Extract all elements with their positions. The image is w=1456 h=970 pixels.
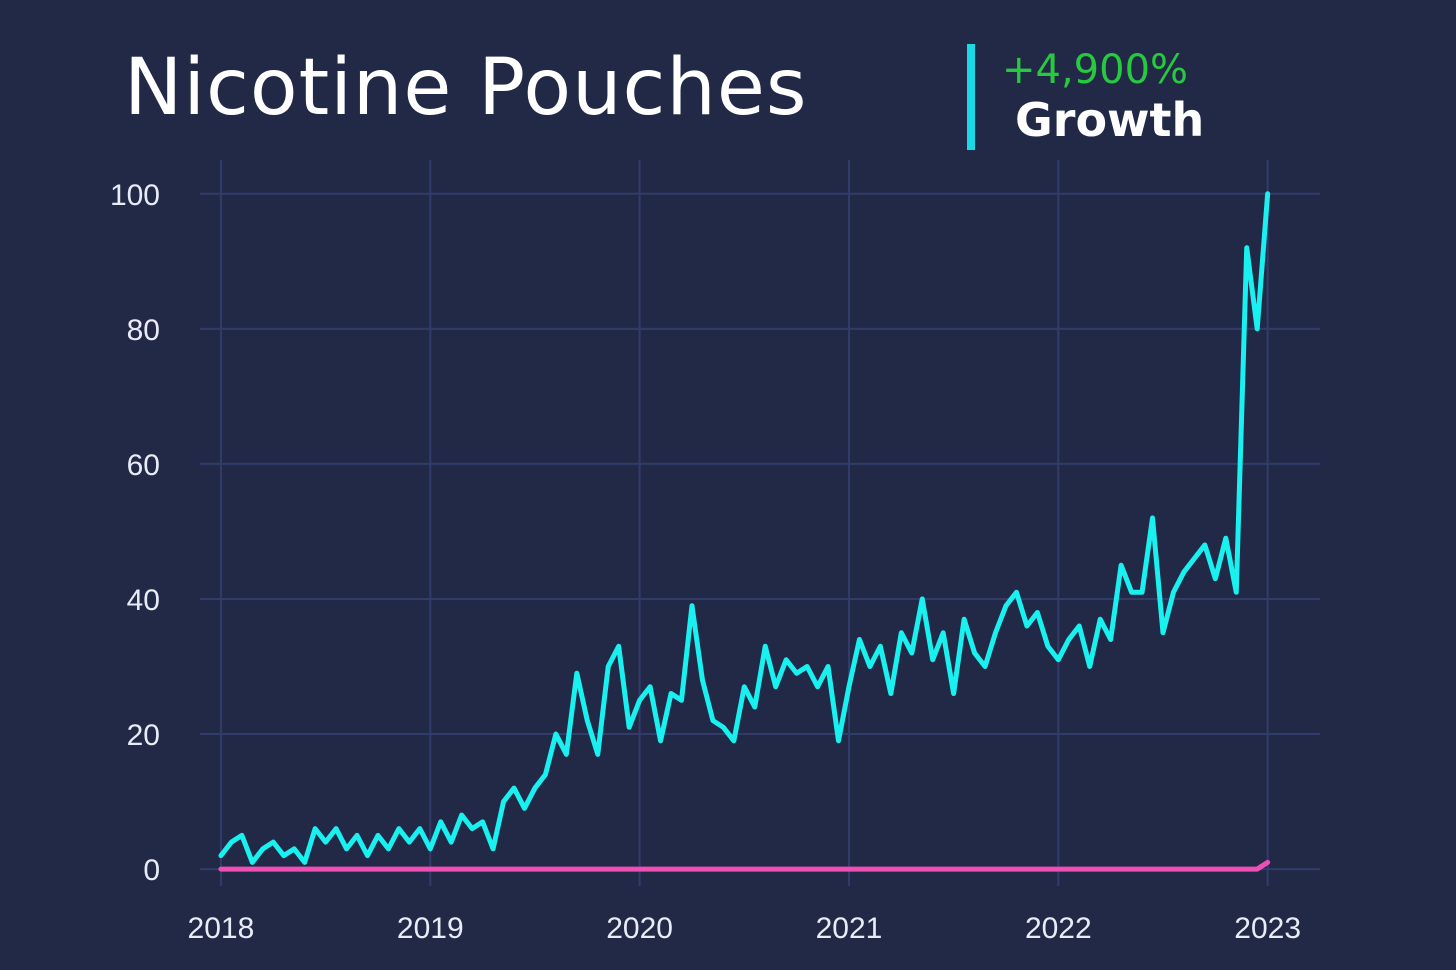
chart-title: Nicotine Pouches (124, 43, 807, 133)
x-tick-label: 2023 (1234, 912, 1301, 945)
y-tick-label: 0 (143, 854, 160, 887)
x-tick-label: 2018 (188, 912, 255, 945)
data-line (218, 859, 1271, 872)
x-tick-label: 2021 (816, 912, 883, 945)
y-tick-label: 40 (127, 584, 160, 617)
x-tick-label: 2022 (1025, 912, 1092, 945)
growth-value: +4,900% (1002, 47, 1188, 93)
growth-label: Growth (1015, 93, 1204, 147)
y-tick-label: 80 (127, 314, 160, 347)
accent-bar (967, 44, 975, 150)
y-tick-label: 100 (110, 179, 160, 212)
data-line (218, 191, 1271, 865)
x-tick-label: 2019 (397, 912, 464, 945)
y-tick-label: 60 (127, 449, 160, 482)
y-tick-label: 20 (127, 719, 160, 752)
x-tick-label: 2020 (606, 912, 673, 945)
